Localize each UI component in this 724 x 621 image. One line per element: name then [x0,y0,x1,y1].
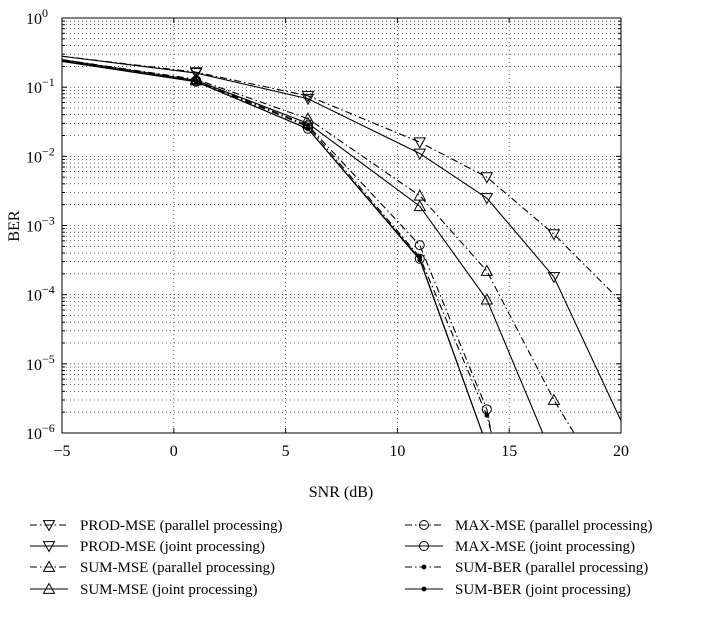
y-tick-label: 10−1 [26,75,55,97]
legend-item: MAX-MSE (parallel processing) [405,518,652,534]
legend-marker [419,541,429,551]
series-4-marker [480,293,494,305]
legend-marker [419,520,429,530]
legend-marker [42,560,56,572]
legend-item: MAX-MSE (joint processing) [405,539,635,555]
y-tick-label: 10−2 [26,144,55,166]
legend-marker [42,541,56,553]
legend-item: SUM-BER (parallel processing) [405,560,648,576]
legend-label: MAX-MSE (parallel processing) [455,518,652,534]
series-2-marker [301,93,315,106]
legend-label: PROD-MSE (parallel processing) [80,518,282,534]
series-3-marker [480,264,494,276]
series-line-6 [62,60,483,433]
series-line-8 [62,60,483,433]
y-tick-label: 10−6 [26,421,55,443]
y-tick-label: 10−4 [26,283,55,305]
x-tick-label: 20 [613,443,629,460]
y-axis-label: BER [6,210,23,241]
legend-label: SUM-MSE (parallel processing) [80,560,275,576]
series-2-marker [480,193,494,205]
series-line-7 [62,60,492,433]
legend-item: SUM-MSE (joint processing) [30,582,258,598]
marker-layer [189,67,561,418]
series-6-marker [191,76,202,87]
series-3-marker [413,189,427,201]
legend-marker [421,564,427,570]
y-tick-label: 100 [26,6,48,28]
x-tick-label: 15 [501,443,517,460]
series-8-marker [305,126,311,132]
series-3-marker [301,112,315,124]
legend-marker [42,582,56,594]
series-line-2 [62,55,621,422]
series-6-marker [414,253,425,264]
series-2-marker [189,68,203,80]
x-axis-label: SNR (dB) [309,484,373,501]
legend-item: SUM-MSE (parallel processing) [30,560,275,576]
legend-label: MAX-MSE (joint processing) [455,539,635,555]
x-tick-label: 10 [389,443,405,460]
series-8-marker [417,257,423,263]
series-1-marker [547,229,561,241]
plot-frame [61,17,622,434]
y-tick-label: 10−5 [26,352,55,374]
x-tick-label: −5 [53,443,70,460]
series-2-marker [547,272,561,284]
series-4-marker [413,199,427,212]
legend: PROD-MSE (parallel processing) PROD-MSE (… [30,518,652,598]
series-3-marker [547,393,561,405]
series-8-marker [193,79,199,85]
series-2-marker [413,148,427,160]
series-line-5 [62,60,492,433]
legend-marker [421,586,427,592]
legend-label: SUM-MSE (joint processing) [80,582,258,598]
tick-layer: −5 0 5 10 15 20 100 10−1 10−2 10−3 10−4 10−5 10−6 [26,6,629,460]
legend-label: PROD-MSE (joint processing) [80,539,265,555]
series-1-marker [301,90,315,103]
x-tick-label: 0 [170,443,178,460]
series-1-marker [480,172,494,184]
x-tick-label: 5 [282,443,290,460]
grid [62,18,621,433]
legend-item: PROD-MSE (parallel processing) [30,518,282,534]
series-line-1 [62,55,621,302]
series-layer [62,55,621,433]
legend-item: PROD-MSE (joint processing) [30,539,265,555]
legend-item: SUM-BER (joint processing) [405,582,631,598]
legend-marker [42,520,56,532]
y-tick-label: 10−3 [26,214,55,236]
legend-label: SUM-BER (parallel processing) [455,560,648,576]
series-1-marker [413,137,427,149]
legend-label: SUM-BER (joint processing) [455,582,631,598]
series-5-marker [414,240,425,251]
series-7-marker [484,412,490,418]
